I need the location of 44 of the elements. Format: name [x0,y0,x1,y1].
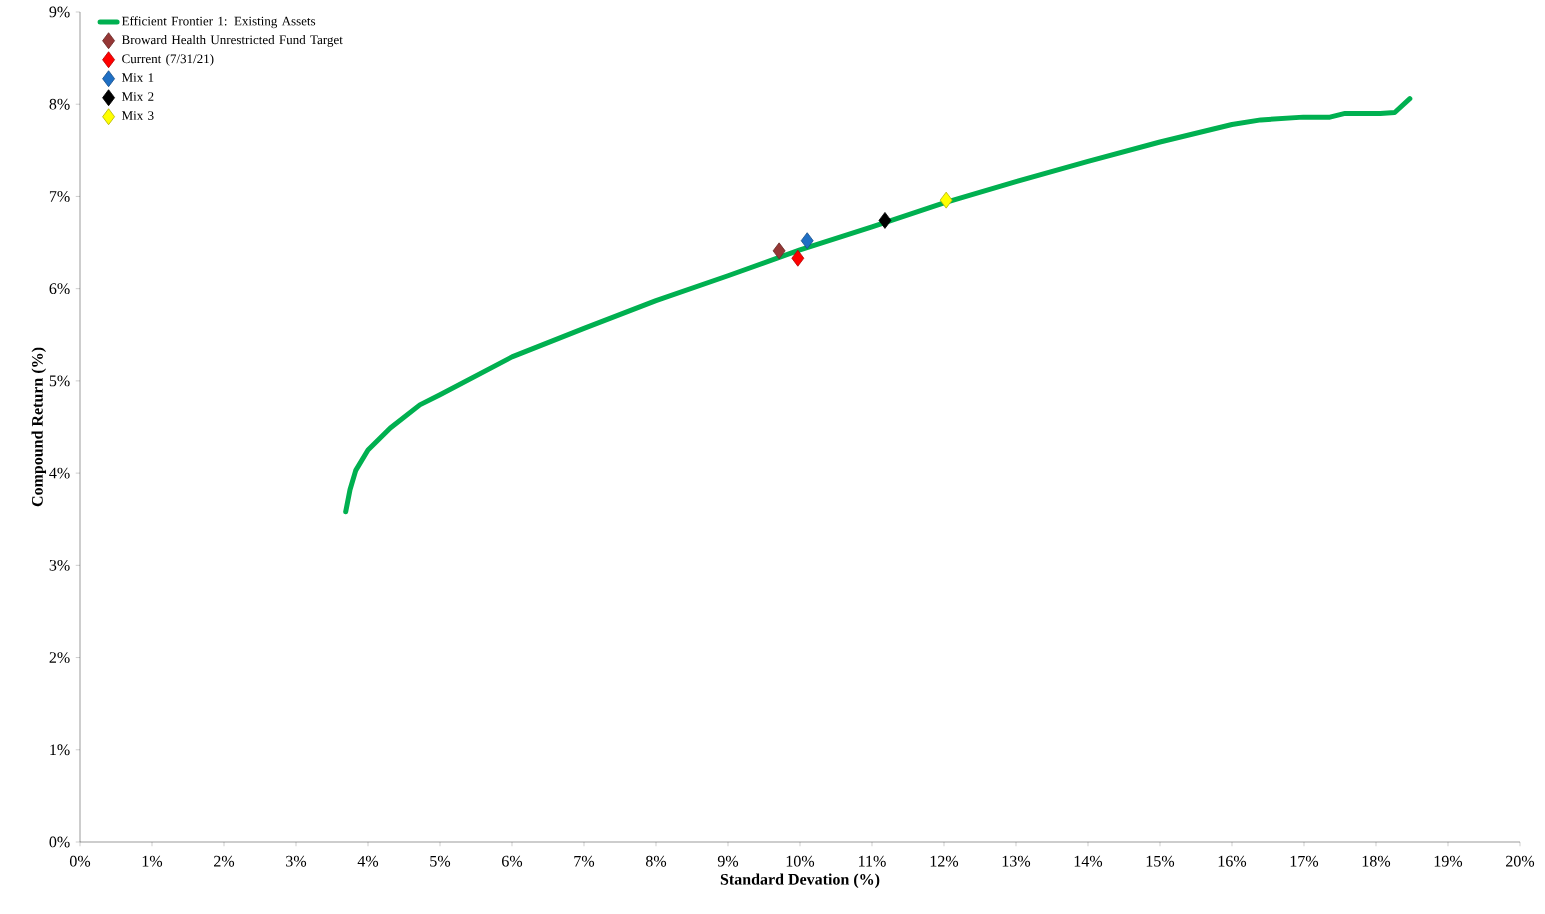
x-tick-label: 3% [286,855,307,867]
x-tick-label: 20% [1506,855,1535,867]
y-tick-label: 5% [49,375,70,387]
y-axis-title: Compound Return (%) [31,347,47,507]
y-tick-label: 8% [49,98,70,110]
x-tick-label: 4% [357,855,379,867]
point [878,212,892,229]
x-tick-label: 14% [1074,855,1103,867]
y-tick-label: 7% [49,191,70,202]
legend-label: Current (7/31/21) [122,54,214,66]
x-axis-title: Standard Devation (%) [720,873,880,889]
x-tick-label: 2% [214,855,235,867]
legend-label: Efficient Frontier 1: Existing Assets [121,16,316,29]
y-tick-label: 6% [49,283,70,295]
x-tick-label: 7% [574,855,595,867]
x-tick-label: 0% [69,855,91,867]
y-tick-label: 4% [49,467,70,479]
y-tick-label: 3% [49,559,70,571]
x-tick-label: 19% [1434,855,1463,867]
legend-label: Broward Health Unrestricted Fund Target [121,35,343,47]
y-tick-label: 9% [49,6,70,18]
point [772,242,786,260]
x-tick-label: 12% [930,855,959,867]
point [791,249,805,267]
x-tick-label: 9% [717,855,739,867]
x-tick-label: 18% [1362,855,1391,867]
x-tick-label: 5% [430,855,451,867]
x-tick-label: 1% [142,855,163,867]
x-tick-label: 8% [645,855,667,867]
y-tick-label: 1% [50,744,70,756]
x-tick-label: 11% [859,855,886,867]
x-tick-label: 15% [1146,855,1175,867]
legend-label: Mix 3 [121,111,154,120]
y-tick-label: 2% [49,652,70,663]
x-tick-label: 10% [786,855,815,867]
x-tick-label: 6% [502,855,523,867]
x-tick-label: 13% [1002,855,1031,867]
point [939,191,953,209]
legend-label: Mix 1 [121,73,154,82]
legend-label: Mix 2 [121,92,154,101]
point [800,232,814,250]
y-tick-label: 0% [49,836,70,848]
x-tick-label: 16% [1218,855,1247,867]
x-tick-label: 17% [1290,855,1319,867]
